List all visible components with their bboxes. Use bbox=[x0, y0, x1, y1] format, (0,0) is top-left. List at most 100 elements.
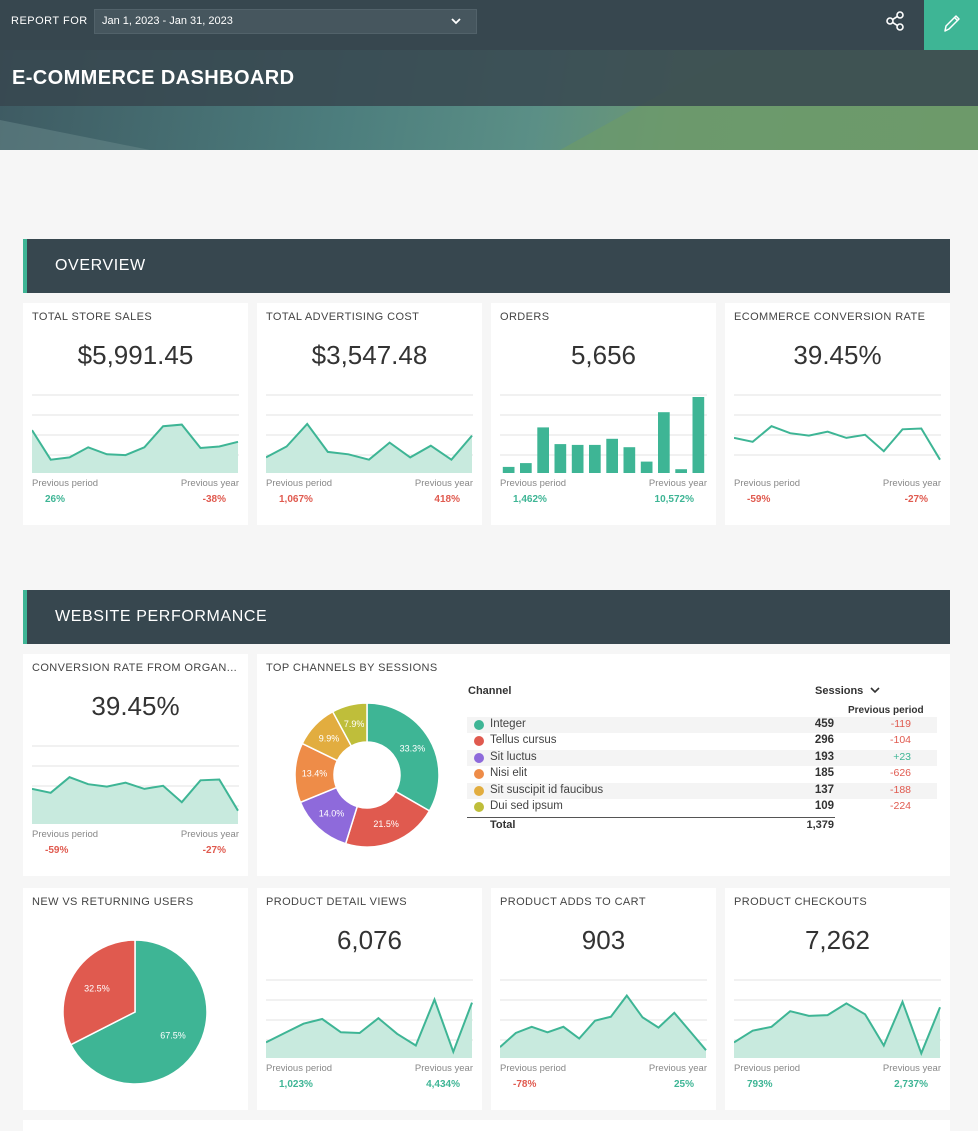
table-row: Sit luctus 193 +23 bbox=[467, 749, 937, 766]
share-button[interactable] bbox=[878, 9, 912, 35]
previous-period-value: -119 bbox=[890, 718, 911, 730]
edit-button[interactable] bbox=[924, 0, 978, 50]
legend-dot bbox=[474, 720, 484, 730]
channel-name: Tellus cursus bbox=[490, 734, 557, 747]
bar bbox=[606, 438, 618, 473]
previous-year-label: Previous year bbox=[414, 1063, 473, 1074]
pie-slice bbox=[63, 940, 136, 1046]
series-line bbox=[32, 423, 239, 461]
card-title: NEW VS RETURNING USERS bbox=[32, 896, 194, 908]
bar bbox=[520, 463, 532, 473]
sparkline-chart bbox=[32, 394, 239, 473]
banner-title-bar bbox=[0, 50, 978, 106]
previous-period-value: -104 bbox=[889, 734, 911, 747]
bar bbox=[658, 412, 670, 473]
bar bbox=[640, 461, 653, 473]
previous-year-label: Previous year bbox=[414, 478, 473, 489]
next-section-card bbox=[23, 1120, 950, 1131]
section-title: OVERVIEW bbox=[55, 257, 146, 274]
total-label: Total bbox=[490, 819, 516, 831]
previous-year-label: Previous year bbox=[882, 478, 941, 489]
card-title: TOP CHANNELS BY SESSIONS bbox=[266, 662, 438, 674]
bar bbox=[623, 447, 636, 473]
kpi-value: 5,656 bbox=[570, 340, 637, 370]
previous-period-change: -59% bbox=[747, 494, 771, 505]
kpi-card-product-detail-views: PRODUCT DETAIL VIEWS 6,076 Previous peri… bbox=[257, 888, 482, 1110]
kpi-value: $5,991.45 bbox=[77, 340, 194, 370]
channel-name: Sit suscipit id faucibus bbox=[490, 783, 604, 796]
slice-label: 67.5% bbox=[160, 1030, 186, 1040]
kpi-card-product-adds-to-cart: PRODUCT ADDS TO CART 903 Previous period… bbox=[491, 888, 716, 1110]
series-line bbox=[500, 993, 707, 1051]
card-title: TOTAL STORE SALES bbox=[32, 311, 153, 323]
kpi-card-total-advertising-cost: TOTAL ADVERTISING COST $3,547.48 Previou… bbox=[257, 303, 482, 525]
kpi-card-orders: ORDERS 5,656 Previous period Previous ye… bbox=[491, 303, 716, 525]
channels-donut-chart: 33.3% 21.5% 14.0% 13.4% 9.9% 7.9% bbox=[294, 702, 440, 848]
bar bbox=[692, 397, 705, 473]
slice-label: 33.3% bbox=[400, 744, 426, 754]
sparkline-chart bbox=[266, 394, 473, 473]
previous-year-change: -27% bbox=[202, 845, 226, 856]
card-title: PRODUCT ADDS TO CART bbox=[500, 896, 646, 908]
channel-name: Sit luctus bbox=[490, 750, 537, 763]
legend-dot bbox=[474, 785, 484, 796]
sessions-value: 193 bbox=[814, 750, 834, 763]
previous-period-change: 1,462% bbox=[513, 494, 547, 505]
previous-period-label: Previous period bbox=[32, 829, 99, 840]
website-performance-section-header: WEBSITE PERFORMANCE bbox=[23, 590, 950, 644]
slice-label: 21.5% bbox=[373, 819, 399, 829]
previous-period-label: Previous period bbox=[734, 1063, 801, 1074]
chevron-down-icon bbox=[450, 15, 462, 30]
previous-period-label: Previous period bbox=[266, 478, 333, 489]
sessions-value: 459 bbox=[814, 718, 834, 730]
card-title: CONVERSION RATE FROM ORGAN... bbox=[32, 662, 238, 674]
pie-slice bbox=[331, 702, 368, 747]
previous-year-label: Previous year bbox=[180, 478, 239, 489]
slice-label: 14.0% bbox=[319, 809, 345, 819]
slice-label: 32.5% bbox=[84, 984, 110, 994]
channel-column-header: Channel bbox=[468, 685, 512, 697]
previous-year-change: -27% bbox=[904, 494, 928, 505]
pencil-icon bbox=[944, 15, 960, 32]
total-value: 1,379 bbox=[806, 819, 834, 831]
kpi-card-ecommerce-conversion-rate: ECOMMERCE CONVERSION RATE 39.45% Previou… bbox=[725, 303, 950, 525]
area-fill bbox=[266, 999, 472, 1058]
area-fill bbox=[500, 995, 706, 1058]
area-fill bbox=[32, 777, 238, 824]
previous-year-label: Previous year bbox=[648, 478, 707, 489]
table-row: Integer 459 -119 bbox=[467, 717, 937, 733]
top-bar: REPORT FOR Jan 1, 2023 - Jan 31, 2023 bbox=[0, 0, 978, 50]
series-line bbox=[734, 999, 941, 1057]
bar bbox=[571, 444, 584, 473]
sparkline-chart bbox=[266, 979, 473, 1058]
date-range-value: Jan 1, 2023 - Jan 31, 2023 bbox=[102, 15, 233, 27]
card-title: TOTAL ADVERTISING COST bbox=[266, 311, 420, 323]
card-title: ORDERS bbox=[500, 311, 550, 323]
previous-year-label: Previous year bbox=[882, 1063, 941, 1074]
kpi-value: 7,262 bbox=[804, 925, 871, 955]
channel-name: Dui sed ipsum bbox=[490, 800, 563, 812]
previous-period-value: -224 bbox=[889, 800, 911, 812]
slice-label: 9.9% bbox=[319, 734, 340, 744]
previous-period-change: 1,023% bbox=[279, 1079, 313, 1090]
legend-dot bbox=[474, 802, 484, 812]
date-range-select[interactable]: Jan 1, 2023 - Jan 31, 2023 bbox=[94, 9, 477, 34]
bar-chart bbox=[500, 394, 707, 473]
channel-name: Nisi elit bbox=[490, 767, 528, 780]
previous-period-label: Previous period bbox=[500, 1063, 567, 1074]
previous-year-change: 2,737% bbox=[894, 1079, 928, 1090]
card-title: PRODUCT CHECKOUTS bbox=[734, 896, 868, 908]
legend-dot bbox=[474, 752, 484, 763]
previous-period-change: 1,067% bbox=[279, 494, 313, 505]
sessions-sort-header[interactable]: Sessions bbox=[815, 685, 880, 697]
kpi-card-conversion-rate-organic: CONVERSION RATE FROM ORGAN... 39.45% Pre… bbox=[23, 654, 248, 876]
card-title: ECOMMERCE CONVERSION RATE bbox=[734, 311, 926, 323]
bar bbox=[554, 444, 567, 473]
previous-year-change: -38% bbox=[202, 494, 226, 505]
slice-label: 13.4% bbox=[302, 768, 328, 778]
overview-section-header: OVERVIEW bbox=[23, 239, 950, 293]
sessions-value: 137 bbox=[814, 783, 834, 796]
previous-year-label: Previous year bbox=[648, 1063, 707, 1074]
series-line bbox=[266, 422, 473, 462]
legend-dot bbox=[474, 769, 484, 780]
